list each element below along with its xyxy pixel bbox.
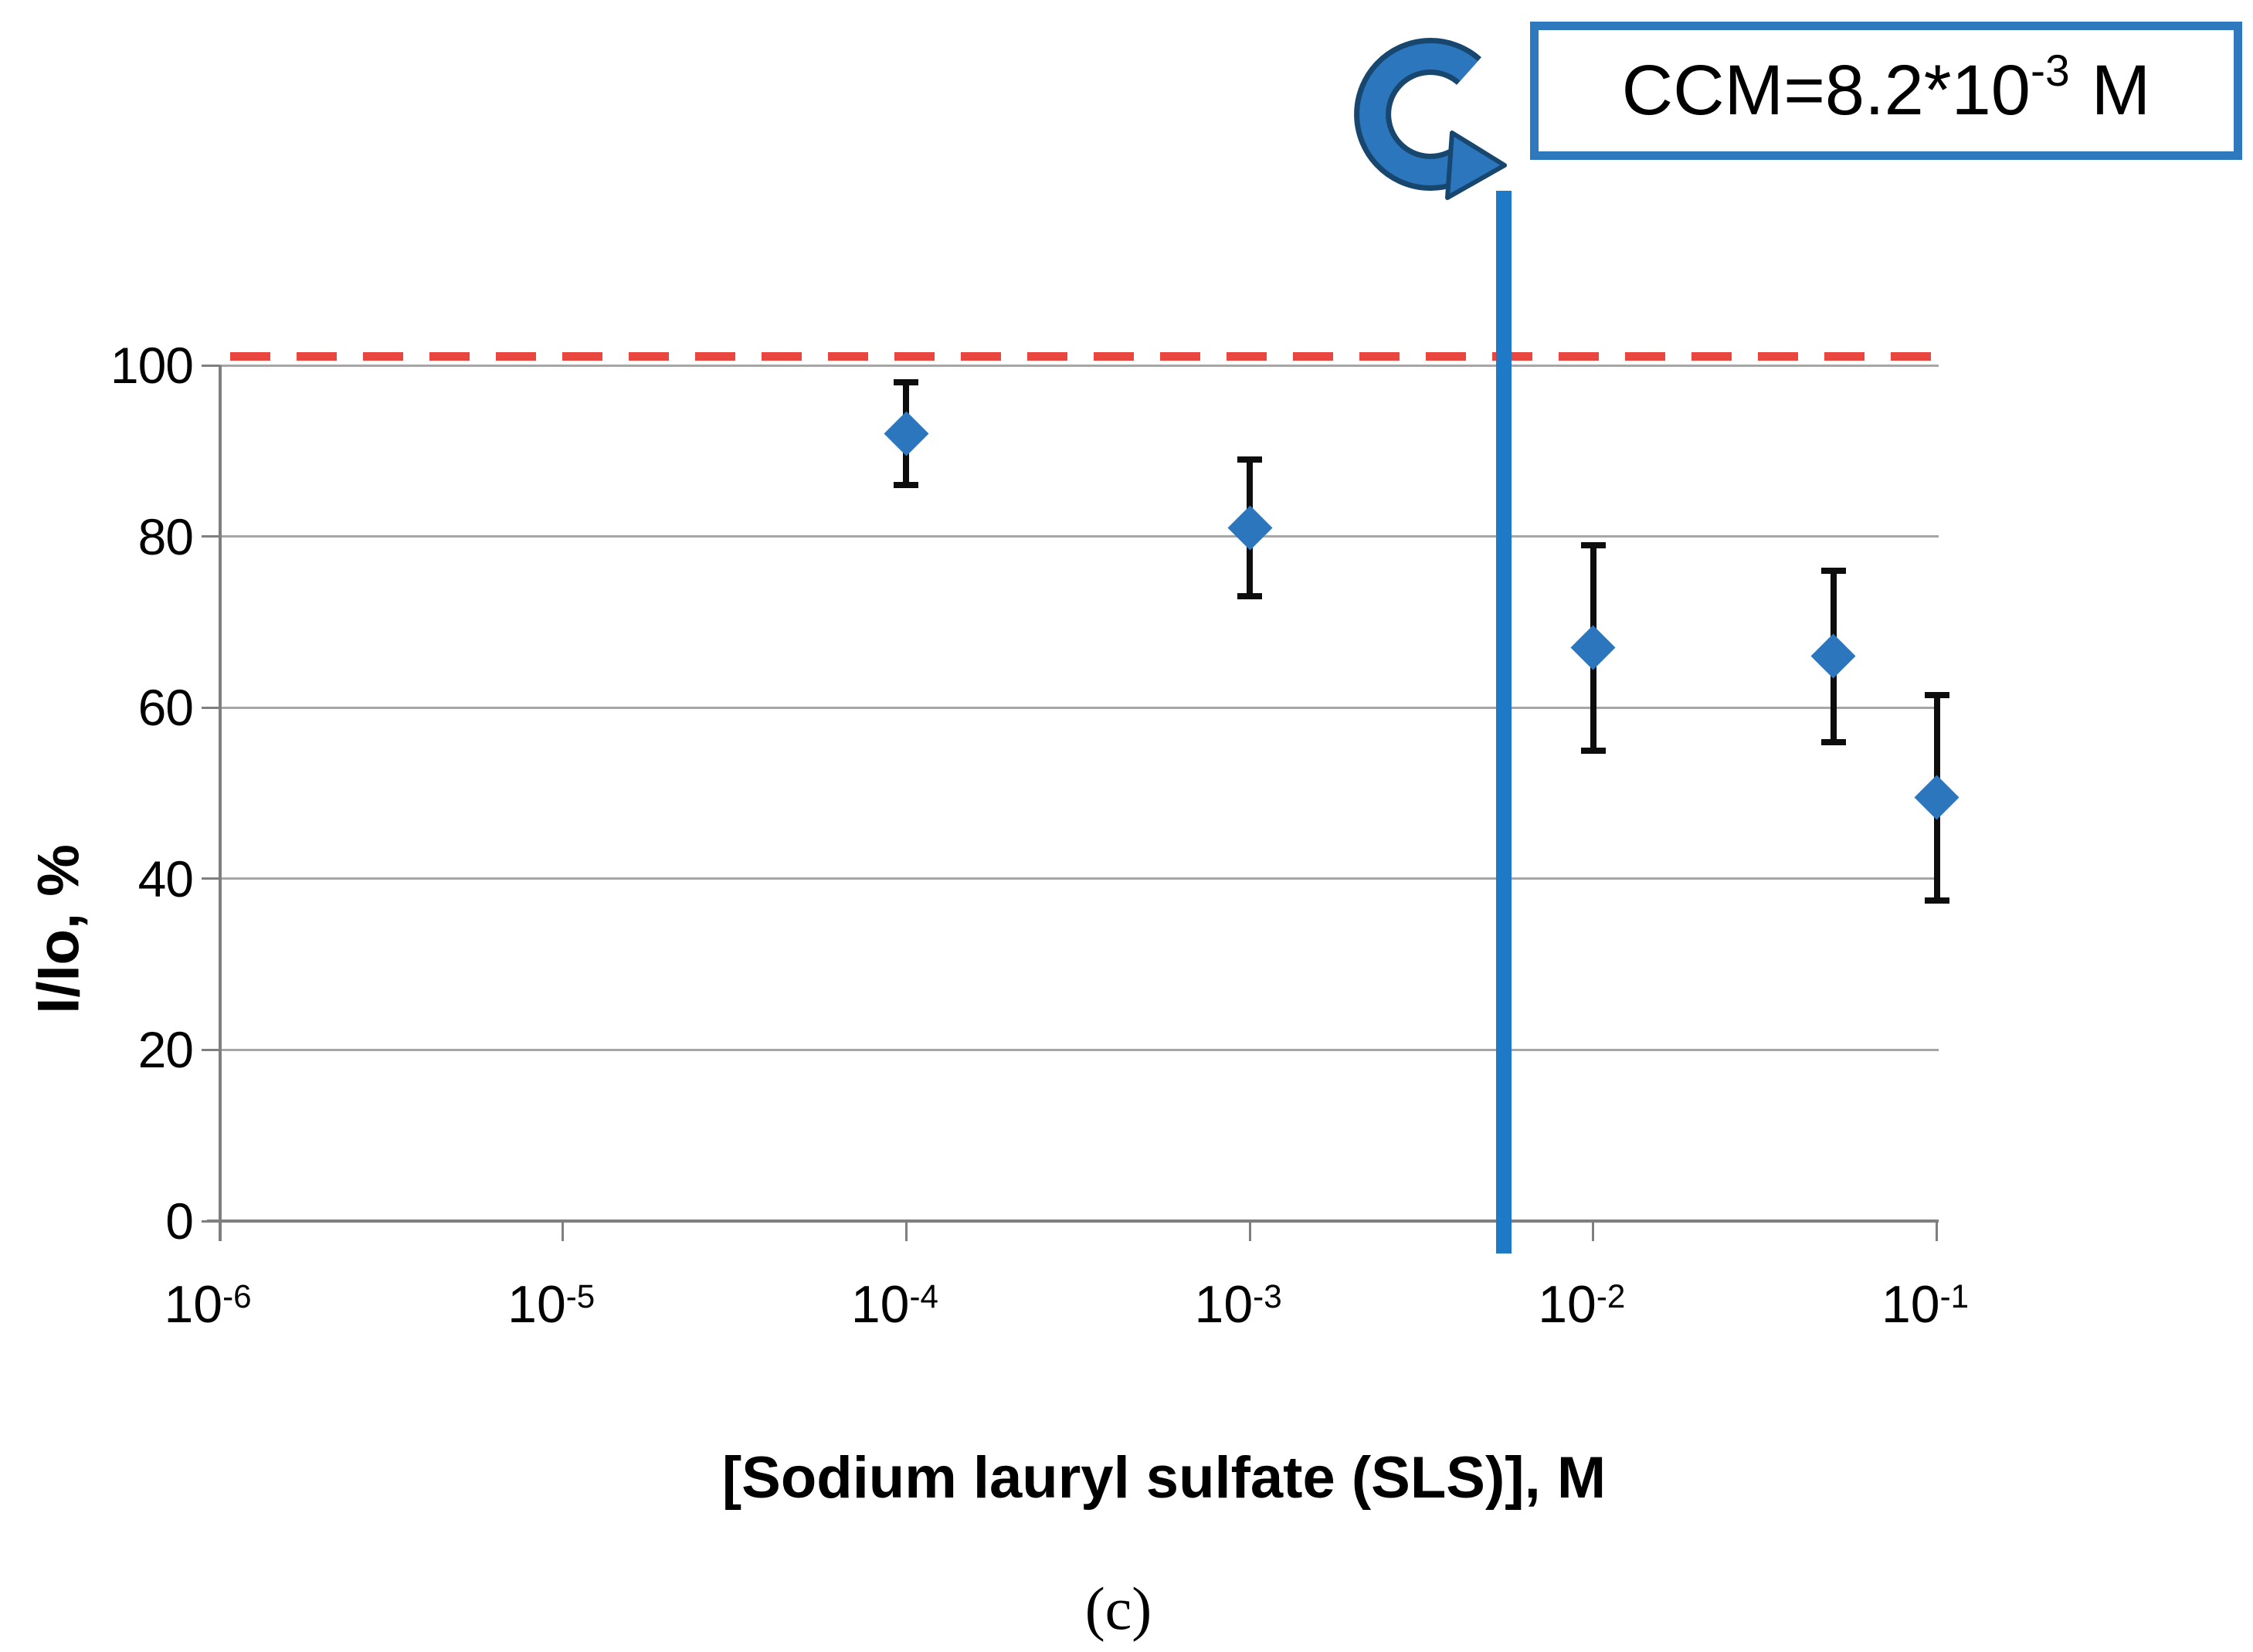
x-axis-title: [Sodium lauryl sulfate (SLS)], M: [721, 1445, 1607, 1511]
x-axis-line: [207, 1219, 1939, 1223]
ccm-vertical-line: [1496, 191, 1512, 1253]
x-tick-label: 10-2: [1538, 1275, 1626, 1334]
data-point-diamond: [1227, 505, 1273, 551]
x-tick-mark: [1592, 1221, 1595, 1241]
reference-dashed-line: [230, 352, 1937, 361]
x-tick-label: 10-6: [164, 1275, 252, 1334]
gridline-y-20: [220, 1048, 1939, 1051]
data-point-diamond: [884, 411, 929, 456]
y-tick-mark: [202, 535, 220, 538]
y-tick-label: 60: [137, 679, 194, 737]
x-tick-label: 10-1: [1881, 1275, 1970, 1334]
data-point-diamond: [1914, 775, 1959, 820]
ccm-annotation-text: CCM=8.2*10: [1621, 51, 2031, 130]
x-tick-label: 10-3: [1194, 1275, 1282, 1334]
error-bar-cap-bottom: [1580, 747, 1606, 754]
ccm-annotation-unit: M: [2091, 51, 2151, 130]
gridline-y-80: [220, 535, 1939, 538]
error-bar-cap-bottom: [894, 482, 919, 489]
y-tick-mark: [202, 1048, 220, 1051]
y-tick-mark: [202, 877, 220, 880]
x-tick-mark: [562, 1221, 565, 1241]
gridline-y-60: [220, 706, 1939, 709]
gridline-y-100: [220, 364, 1939, 367]
ccm-annotation-exponent: -3: [2030, 46, 2070, 96]
y-tick-label: 80: [137, 507, 194, 565]
ccm-annotation-box: CCM=8.2*10 -3 M: [1530, 22, 2242, 160]
gridline-y-40: [220, 877, 1939, 880]
data-point-diamond: [1570, 625, 1616, 670]
x-tick-label: 10-5: [507, 1275, 595, 1334]
error-bar-cap-top: [1820, 567, 1846, 574]
y-axis-line: [219, 365, 222, 1241]
error-bar-cap-top: [1580, 541, 1606, 548]
error-bar-cap-bottom: [1924, 897, 1949, 904]
x-tick-label: 10-4: [850, 1275, 938, 1334]
figure-caption: (c): [1084, 1575, 1152, 1642]
y-tick-label: 40: [137, 850, 194, 907]
y-tick-label: 20: [137, 1021, 194, 1079]
error-bar-cap-bottom: [1237, 593, 1263, 600]
y-tick-mark: [202, 364, 220, 367]
error-bar-cap-top: [1924, 691, 1949, 698]
y-tick-mark: [202, 706, 220, 709]
error-bar-cap-bottom: [1820, 738, 1846, 745]
x-tick-mark: [1248, 1221, 1251, 1241]
x-tick-mark: [1936, 1221, 1938, 1241]
error-bar-cap-top: [894, 379, 919, 386]
y-tick-label: 0: [165, 1192, 194, 1250]
data-point-diamond: [1810, 633, 1856, 679]
y-tick-label: 100: [110, 337, 194, 394]
x-tick-mark: [904, 1221, 908, 1241]
curved-arrow-icon: [1354, 38, 1507, 200]
error-bar-cap-top: [1237, 456, 1263, 463]
